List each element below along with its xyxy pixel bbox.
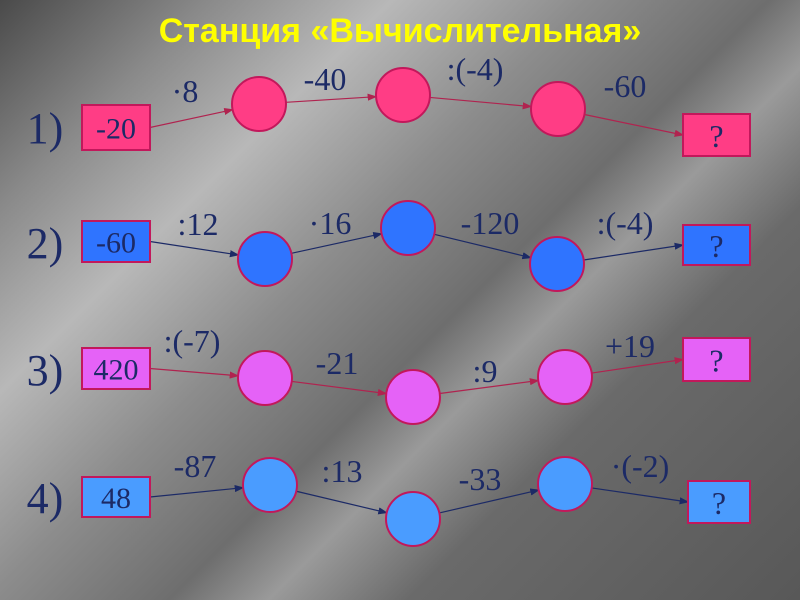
result-box	[687, 480, 751, 524]
empty-circle	[529, 236, 585, 292]
arrow	[291, 231, 383, 254]
result-value: ?	[709, 228, 723, 264]
result-value: ?	[709, 343, 723, 379]
arrow	[149, 367, 240, 379]
arrow	[434, 233, 532, 260]
empty-circle	[237, 231, 293, 287]
empty-circle	[537, 349, 593, 405]
operation-label: +19	[605, 328, 655, 364]
start-box	[81, 476, 151, 518]
arrow	[296, 490, 388, 515]
result-box	[682, 113, 751, 157]
empty-circle	[385, 369, 441, 425]
row-number: 3)	[27, 346, 64, 395]
row-number: 2)	[27, 219, 64, 268]
slide-title: Станция «Вычислительная»	[158, 12, 642, 50]
operation-label: ·8	[172, 73, 199, 109]
operation-label: :(-7)	[164, 323, 221, 359]
operation-label: :13	[322, 453, 363, 489]
empty-circle	[242, 457, 298, 513]
arrow	[584, 113, 685, 137]
arrow	[285, 93, 378, 103]
arrow	[149, 107, 234, 129]
empty-circle	[385, 491, 441, 547]
operation-label: -33	[459, 461, 502, 497]
operation-label: :9	[473, 353, 498, 389]
start-value: -60	[96, 227, 136, 260]
operation-label: -60	[604, 68, 647, 104]
result-box	[682, 224, 751, 266]
result-box	[682, 337, 751, 382]
operation-label: :12	[178, 206, 219, 242]
start-box	[81, 220, 151, 263]
operation-label: -21	[316, 345, 359, 381]
start-value: 48	[101, 482, 131, 515]
empty-circle	[237, 350, 293, 406]
arrow	[149, 484, 245, 498]
result-value: ?	[712, 485, 726, 521]
empty-circle	[530, 81, 586, 137]
operation-label: -120	[461, 205, 520, 241]
arrow	[149, 240, 240, 258]
arrow	[591, 487, 690, 505]
empty-circle	[537, 456, 593, 512]
operation-label: ·16	[309, 205, 352, 241]
start-value: 420	[94, 354, 139, 387]
start-box	[81, 104, 151, 151]
operation-label: -40	[304, 61, 347, 97]
empty-circle	[231, 76, 287, 132]
operation-label: :(-4)	[447, 51, 504, 87]
arrow	[439, 488, 540, 514]
empty-circle	[375, 67, 431, 123]
row-number: 4)	[27, 474, 64, 523]
arrow	[291, 380, 388, 397]
operation-label: ·(-2)	[611, 448, 670, 484]
arrow	[439, 378, 540, 395]
arrow	[429, 96, 533, 110]
start-value: -20	[96, 113, 136, 146]
operation-label: :(-4)	[597, 205, 654, 241]
row-number: 1)	[27, 104, 64, 153]
empty-circle	[380, 200, 436, 256]
arrow	[583, 242, 685, 261]
start-box	[81, 347, 151, 390]
arrow	[591, 357, 685, 374]
operation-label: -87	[174, 448, 217, 484]
result-value: ?	[709, 118, 723, 154]
